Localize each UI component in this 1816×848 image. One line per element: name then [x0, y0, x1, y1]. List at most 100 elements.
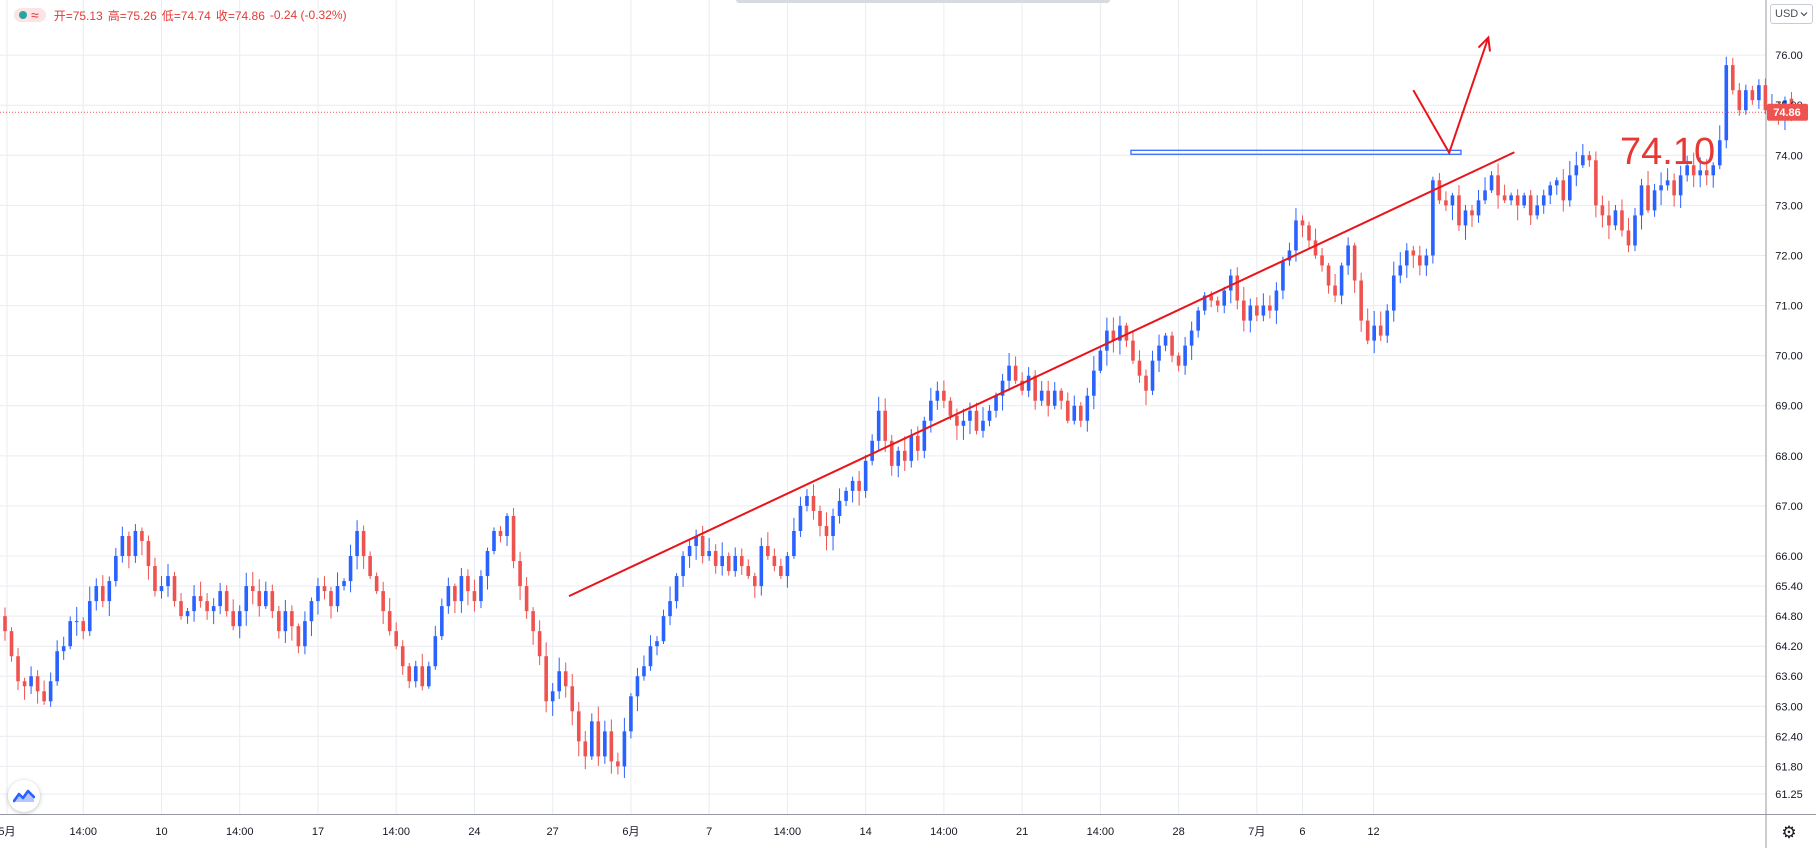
candle-body[interactable] — [146, 540, 151, 567]
candle-body[interactable] — [1737, 90, 1742, 111]
candle[interactable] — [1424, 248, 1429, 276]
candle-body[interactable] — [511, 515, 516, 562]
candle-body[interactable] — [166, 576, 170, 587]
candle[interactable] — [544, 642, 548, 713]
candle[interactable] — [9, 627, 14, 662]
candle-body[interactable] — [1242, 300, 1246, 321]
candle[interactable] — [1085, 387, 1090, 432]
candle-body[interactable] — [700, 535, 705, 557]
candle-body[interactable] — [94, 586, 99, 602]
candle-body[interactable] — [1561, 180, 1566, 201]
candle-body[interactable] — [961, 420, 966, 426]
candle-body[interactable] — [446, 586, 451, 607]
candle-body[interactable] — [342, 581, 346, 587]
candle[interactable] — [661, 609, 666, 644]
candle-body[interactable] — [172, 576, 177, 602]
candle[interactable] — [1222, 286, 1227, 314]
candle[interactable] — [322, 576, 327, 600]
candle-body[interactable] — [968, 410, 972, 421]
candle[interactable] — [1594, 151, 1598, 218]
candle-body[interactable] — [237, 611, 242, 627]
candle[interactable] — [713, 544, 718, 574]
candle-body[interactable] — [1626, 230, 1631, 246]
symbol-status-pill[interactable]: ≈ — [14, 8, 46, 22]
candle[interactable] — [127, 531, 131, 569]
candle-body[interactable] — [316, 586, 320, 602]
candle-body[interactable] — [857, 480, 861, 491]
candle[interactable] — [1202, 292, 1207, 315]
candle-body[interactable] — [837, 500, 842, 516]
candle[interactable] — [153, 557, 157, 597]
candle[interactable] — [694, 529, 698, 560]
candle-body[interactable] — [635, 676, 640, 697]
candle-body[interactable] — [1255, 305, 1259, 316]
candle-body[interactable] — [681, 556, 685, 577]
candle[interactable] — [381, 581, 385, 625]
candle[interactable] — [1672, 173, 1676, 207]
candle-body[interactable] — [753, 576, 757, 587]
candle-body[interactable] — [485, 551, 490, 577]
candle[interactable] — [1255, 297, 1259, 322]
candle[interactable] — [857, 471, 861, 506]
candle[interactable] — [1620, 199, 1624, 237]
candle[interactable] — [1346, 237, 1350, 275]
candle[interactable] — [1418, 245, 1422, 276]
candle[interactable] — [1281, 256, 1285, 300]
candle-body[interactable] — [48, 681, 53, 702]
candle[interactable] — [1600, 195, 1605, 228]
candle[interactable] — [237, 605, 242, 639]
candle-body[interactable] — [1398, 265, 1403, 276]
candle[interactable] — [1268, 295, 1272, 319]
candle-body[interactable] — [1522, 195, 1526, 206]
candle[interactable] — [1242, 286, 1246, 332]
candle-body[interactable] — [133, 530, 138, 557]
candle-body[interactable] — [883, 410, 887, 441]
candle-body[interactable] — [61, 646, 66, 652]
candle-body[interactable] — [726, 556, 731, 572]
candle-body[interactable] — [1189, 330, 1194, 346]
candle[interactable] — [961, 408, 966, 440]
candle-body[interactable] — [1059, 390, 1064, 401]
candle[interactable] — [290, 605, 294, 641]
candle-body[interactable] — [876, 410, 881, 441]
candle-body[interactable] — [1215, 300, 1220, 306]
candle-body[interactable] — [101, 586, 105, 602]
resistance-band[interactable] — [1130, 149, 1462, 155]
candle-body[interactable] — [863, 460, 868, 491]
candle[interactable] — [772, 548, 777, 572]
candle[interactable] — [1652, 183, 1657, 217]
candle[interactable] — [205, 593, 209, 620]
candle-body[interactable] — [818, 510, 822, 526]
candle[interactable] — [655, 636, 659, 656]
candle-body[interactable] — [1365, 320, 1370, 341]
candle[interactable] — [1026, 367, 1031, 398]
candle[interactable] — [133, 524, 138, 563]
candle[interactable] — [981, 407, 985, 438]
candle[interactable] — [224, 585, 229, 617]
candle-body[interactable] — [1007, 365, 1011, 381]
candle-body[interactable] — [1646, 185, 1650, 211]
candle-body[interactable] — [1359, 280, 1363, 321]
candle[interactable] — [16, 648, 20, 691]
candle[interactable] — [1561, 168, 1566, 212]
candle[interactable] — [1574, 151, 1579, 187]
candle[interactable] — [1646, 170, 1650, 213]
candle[interactable] — [1007, 352, 1011, 391]
candle-body[interactable] — [1111, 330, 1116, 341]
candle-body[interactable] — [896, 450, 901, 466]
candle[interactable] — [1287, 242, 1292, 266]
candle-body[interactable] — [1457, 195, 1461, 226]
candle[interactable] — [1757, 79, 1761, 109]
candle-body[interactable] — [453, 586, 457, 602]
candle[interactable] — [146, 535, 151, 580]
candle-body[interactable] — [420, 666, 425, 687]
candle[interactable] — [1131, 330, 1135, 364]
candle[interactable] — [166, 564, 170, 597]
candle-body[interactable] — [1431, 180, 1435, 256]
candle[interactable] — [244, 572, 249, 626]
currency-selector[interactable]: USD — [1770, 4, 1814, 24]
candle-body[interactable] — [1587, 155, 1592, 161]
candle-body[interactable] — [779, 566, 783, 577]
candle-body[interactable] — [1065, 400, 1070, 421]
candle[interactable] — [1665, 168, 1670, 191]
